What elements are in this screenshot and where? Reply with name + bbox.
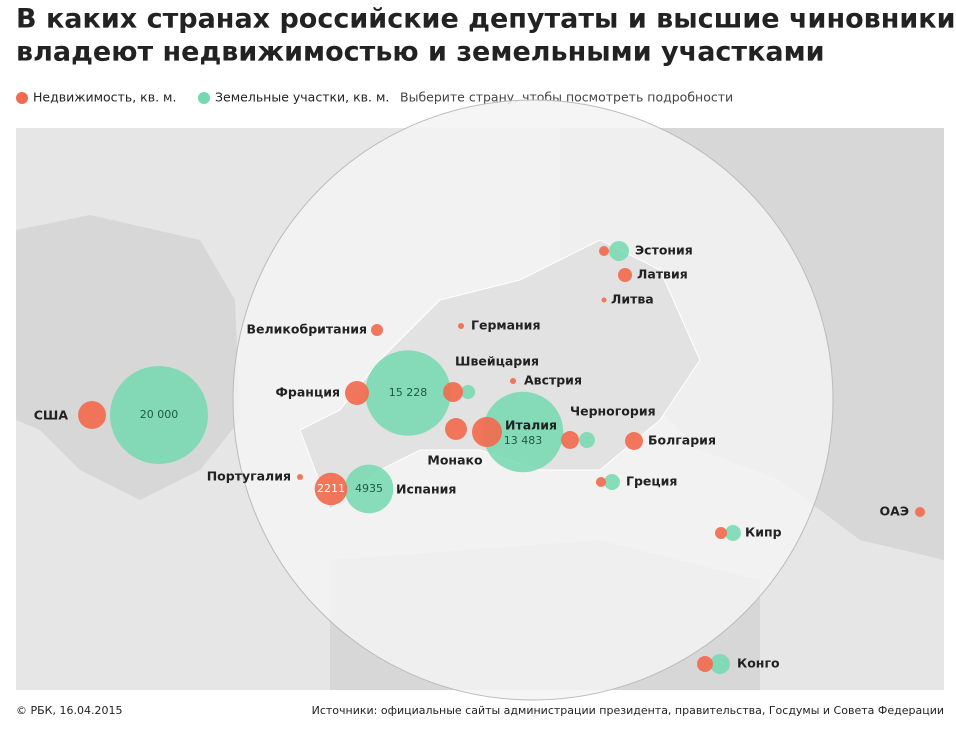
country-label[interactable]: Эстония <box>635 243 693 258</box>
landmass <box>299 239 701 511</box>
value-label: 13 483 <box>504 434 543 447</box>
land-bubble[interactable] <box>344 464 394 514</box>
land-bubble[interactable] <box>110 366 208 464</box>
real-estate-bubble[interactable] <box>617 267 633 283</box>
country-label[interactable]: США <box>34 408 69 423</box>
real-estate-bubble[interactable] <box>625 432 643 450</box>
hint: Выберите страну, чтобы посмотреть подроб… <box>400 90 733 105</box>
country-label[interactable]: Кипр <box>745 525 782 540</box>
land-bubble[interactable] <box>725 525 741 541</box>
land-bubble[interactable] <box>710 654 730 674</box>
country-label[interactable]: Италия <box>505 418 557 433</box>
value-label: 15 228 <box>389 386 428 399</box>
land-bubble[interactable] <box>609 241 629 261</box>
copyright: © РБК, 16.04.2015 <box>16 704 122 717</box>
country-label[interactable]: Латвия <box>637 267 688 282</box>
real-estate-bubble[interactable] <box>344 380 370 406</box>
title: владеют недвижимостью и земельными участ… <box>16 37 825 68</box>
country-label[interactable]: Австрия <box>524 373 582 388</box>
value-label: 2211 <box>317 482 345 495</box>
country-label[interactable]: Великобритания <box>246 322 367 337</box>
land-bubble[interactable] <box>460 384 476 400</box>
land-bubble[interactable] <box>365 350 451 436</box>
real-estate-bubble[interactable] <box>443 382 463 402</box>
country-label[interactable]: Швейцария <box>455 354 539 369</box>
country-label[interactable]: Испания <box>396 482 456 497</box>
country-label[interactable]: Португалия <box>207 469 291 484</box>
real-estate-bubble[interactable] <box>509 377 517 385</box>
real-estate-bubble[interactable] <box>314 472 348 506</box>
land-bubble[interactable] <box>604 474 620 490</box>
legend-swatch <box>198 92 210 104</box>
value-label: 4935 <box>355 482 383 495</box>
real-estate-bubble[interactable] <box>914 506 926 518</box>
real-estate-bubble[interactable] <box>714 526 728 540</box>
real-estate-bubble[interactable] <box>445 418 467 440</box>
country-label[interactable]: Черногория <box>570 404 656 419</box>
country-label[interactable]: Болгария <box>648 433 716 448</box>
real-estate-bubble[interactable] <box>296 473 304 481</box>
real-estate-bubble[interactable] <box>598 245 610 257</box>
real-estate-bubble[interactable] <box>697 656 713 672</box>
legend-label: Земельные участки, кв. м. <box>215 90 389 105</box>
country-label[interactable]: Конго <box>737 656 780 671</box>
real-estate-bubble[interactable] <box>601 297 607 303</box>
country-label[interactable]: ОАЭ <box>880 504 909 519</box>
country-label[interactable]: Литва <box>611 292 654 307</box>
land-bubble[interactable] <box>579 432 595 448</box>
real-estate-bubble[interactable] <box>457 322 465 330</box>
title: В каких странах российские депутаты и вы… <box>16 4 956 35</box>
real-estate-bubble[interactable] <box>561 431 579 449</box>
sources: Источники: официальные сайты администрац… <box>312 704 944 717</box>
country-label[interactable]: Монако <box>427 453 483 468</box>
legend-swatch <box>16 92 28 104</box>
real-estate-bubble[interactable] <box>370 323 384 337</box>
real-estate-bubble[interactable] <box>595 476 607 488</box>
country-label[interactable]: Германия <box>471 318 540 333</box>
country-label[interactable]: Греция <box>626 474 677 489</box>
legend-label: Недвижимость, кв. м. <box>33 90 176 105</box>
land-bubble[interactable] <box>482 391 564 473</box>
value-label: 20 000 <box>140 408 179 421</box>
real-estate-bubble[interactable] <box>78 401 106 429</box>
real-estate-bubble[interactable] <box>472 417 502 447</box>
country-label[interactable]: Франция <box>276 385 340 400</box>
